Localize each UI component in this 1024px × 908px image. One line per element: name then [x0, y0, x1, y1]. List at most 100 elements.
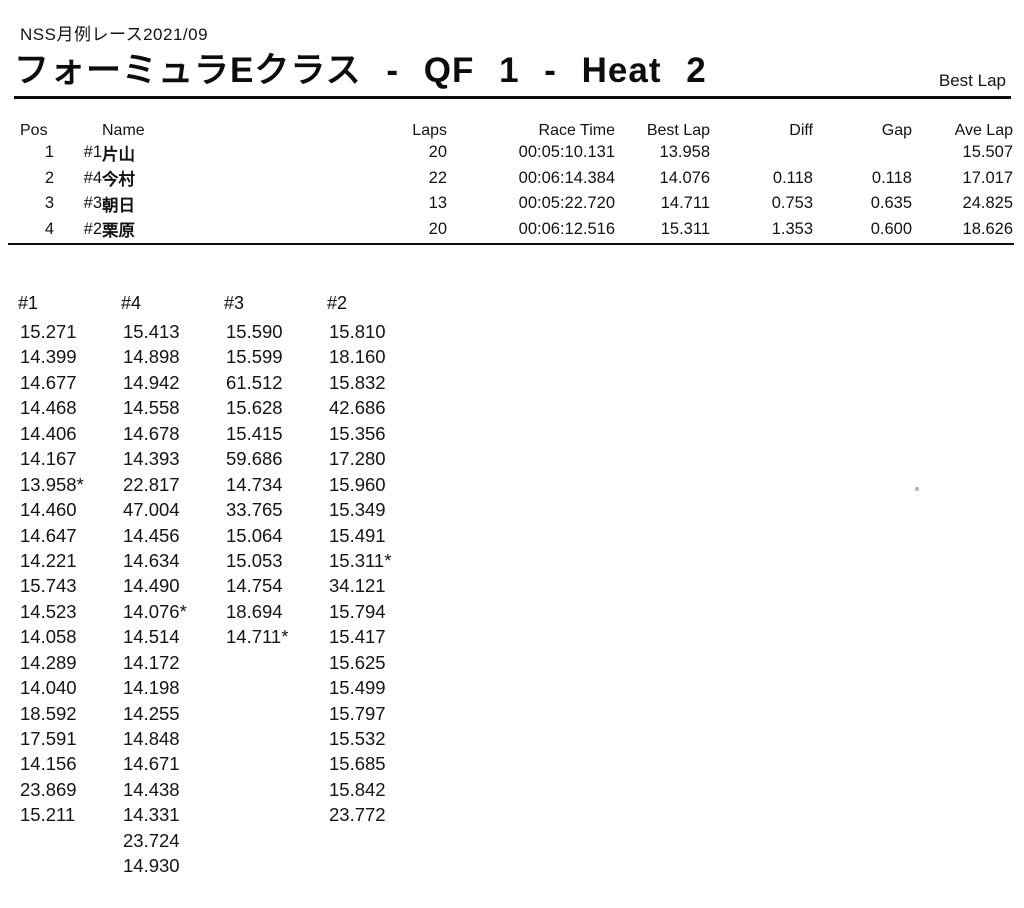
- lap-time-value: 14.289: [20, 651, 77, 673]
- lap-time-value: 17.280: [329, 448, 386, 470]
- lap-column-header: #4: [121, 293, 142, 313]
- race-time-cell: 00:06:12.516: [518, 219, 615, 238]
- lap-time-value: 33.765: [226, 499, 283, 521]
- lap-time-value: 15.599: [226, 346, 283, 368]
- lap-time-value: 14.058: [20, 626, 77, 648]
- lap-time-value: 17.591: [20, 728, 77, 749]
- race-time-cell: 00:05:22.720: [518, 194, 615, 213]
- gap-cell: [813, 140, 912, 166]
- lap-time-value: 15.685: [329, 753, 386, 775]
- pos-cell: 4: [44, 219, 54, 238]
- lap-time-value: 18.160: [329, 346, 386, 368]
- lap-time-value: 14.523: [20, 600, 77, 622]
- lap-time-value: 15.211: [20, 804, 76, 826]
- best-lap-cell: 14.711: [660, 194, 710, 213]
- lap-time-value: 15.356: [329, 422, 386, 444]
- lap-time-value: 15.532: [329, 728, 386, 749]
- lap-time-value: 15.590: [226, 321, 283, 342]
- doc-subtitle: NSS月例レース2021/09: [20, 25, 209, 44]
- lap-time-value: 15.810: [329, 321, 386, 342]
- laps-cell: 22: [428, 168, 447, 187]
- lap-column: #4 15.413 14.898 14.942 14.558 14.678 14.393 22…: [121, 292, 224, 879]
- lap-times-section: #1 15.271 14.399 14.677 14.468 14.406 14.167 13…: [18, 292, 430, 879]
- diff-cell: 0.118: [772, 168, 813, 187]
- lap-time-value: 14.460: [20, 499, 77, 521]
- results-table: Pos Name Laps Race Time Best Lap Diff Ga…: [20, 112, 1013, 242]
- lap-time-value: 47.004: [123, 499, 180, 521]
- lap-time-value: 14.848: [123, 728, 180, 749]
- lap-time-value: 42.686: [329, 397, 386, 419]
- lap-time-value: 14.558: [123, 397, 180, 419]
- lap-time-value: 14.156: [20, 753, 77, 775]
- lap-time-value: 14.677: [20, 371, 77, 393]
- diff-cell: [710, 140, 813, 166]
- laps-column-header: Laps: [412, 122, 447, 139]
- lap-time-value: 15.797: [329, 702, 386, 724]
- lap-time-value: 14.198: [123, 677, 180, 699]
- lap-time-value: 14.634: [123, 549, 180, 571]
- diff-cell: 1.353: [771, 219, 813, 238]
- lap-column: #3 15.590 15.599 61.512 15.628 15.415 59.686 14…: [224, 292, 327, 879]
- results-bottom-rule: [8, 243, 1014, 245]
- lap-time-value: 14.438: [123, 778, 180, 800]
- pos-column-header: Pos: [20, 122, 48, 139]
- best-lap-cell: 13.958: [659, 143, 710, 162]
- lap-time-value: 15.311*: [329, 549, 392, 571]
- lap-time-value: 14.671: [123, 753, 180, 775]
- lap-time-value: 13.958*: [20, 473, 84, 495]
- table-row: 1 #1 片山 20 00:05:10.131 13.958 15.507: [20, 140, 1013, 166]
- lap-time-value: 15.064: [226, 524, 283, 546]
- best-lap-cell: 14.076: [659, 168, 710, 187]
- race-time-cell: 00:05:10.131: [518, 143, 615, 162]
- car-no-cell: #1: [83, 143, 102, 162]
- lap-time-value: 15.413: [123, 321, 180, 342]
- lap-time-value: 15.960: [329, 473, 386, 495]
- lap-time-value: 14.930: [123, 855, 180, 877]
- lap-time-value: 18.592: [20, 702, 77, 724]
- driver-name-cell: 片山: [102, 145, 135, 164]
- lap-time-value: 14.734: [226, 473, 283, 495]
- lap-time-value: 14.678: [123, 422, 180, 444]
- lap-time-value: 14.898: [123, 346, 180, 368]
- lap-time-value: 15.628: [226, 397, 283, 419]
- lap-time-value: 18.694: [226, 600, 283, 622]
- lap-time-value: 14.172: [123, 651, 180, 673]
- lap-time-value: 22.817: [123, 473, 180, 495]
- table-row: 4 #2 栗原 20 00:06:12.516 15.311 1.353 0.600 18.62…: [20, 217, 1013, 243]
- lap-time-value: 23.772: [329, 804, 386, 826]
- lap-time-value: 14.167: [20, 448, 77, 470]
- lap-time-value: 15.415: [226, 422, 283, 444]
- lap-time-value: 15.491: [329, 524, 386, 546]
- lap-time-value: 15.349: [329, 499, 386, 521]
- lap-time-value: 15.417: [329, 626, 386, 648]
- driver-name-cell: 栗原: [102, 222, 135, 241]
- lap-time-value: 14.393: [123, 448, 180, 470]
- lap-time-value: 14.040: [20, 677, 77, 699]
- lap-time-value: 14.468: [20, 397, 77, 419]
- lap-column: #2 15.810 18.160 15.832 42.686 15.356 17.280 15…: [327, 292, 430, 879]
- best-lap-column-header: Best Lap: [646, 122, 710, 139]
- lap-time-value: 15.271: [20, 321, 77, 342]
- ave-lap-cell: 15.507: [962, 143, 1013, 162]
- best-lap-cell: 15.311: [660, 219, 710, 238]
- table-row: 2 #4 今村 22 00:06:14.384 14.076 0.118 0.118 17.01…: [20, 166, 1013, 192]
- car-no-column-header: [54, 112, 102, 140]
- pos-cell: 1: [44, 143, 54, 162]
- gap-cell: 0.600: [870, 219, 912, 238]
- pos-cell: 2: [44, 168, 54, 187]
- lap-time-value: 14.221: [20, 549, 77, 571]
- lap-column-header: #3: [224, 293, 245, 313]
- lap-time-value: 15.499: [329, 677, 386, 699]
- best-lap-caption: Best Lap: [938, 71, 1006, 90]
- race-time-column-header: Race Time: [538, 122, 615, 139]
- diff-cell: 0.753: [771, 194, 813, 213]
- results-header-row: Pos Name Laps Race Time Best Lap Diff Ga…: [20, 112, 1013, 140]
- results-table-body: 1 #1 片山 20 00:05:10.131 13.958 15.507 2 #4 今村 22 00…: [20, 140, 1013, 242]
- lap-time-value: 14.711*: [226, 626, 289, 648]
- pos-cell: 3: [44, 194, 54, 213]
- ave-lap-column-header: Ave Lap: [954, 122, 1013, 139]
- lap-time-value: 14.647: [20, 524, 77, 546]
- lap-time-value: 14.076*: [123, 600, 187, 622]
- lap-time-value: 14.399: [20, 346, 77, 368]
